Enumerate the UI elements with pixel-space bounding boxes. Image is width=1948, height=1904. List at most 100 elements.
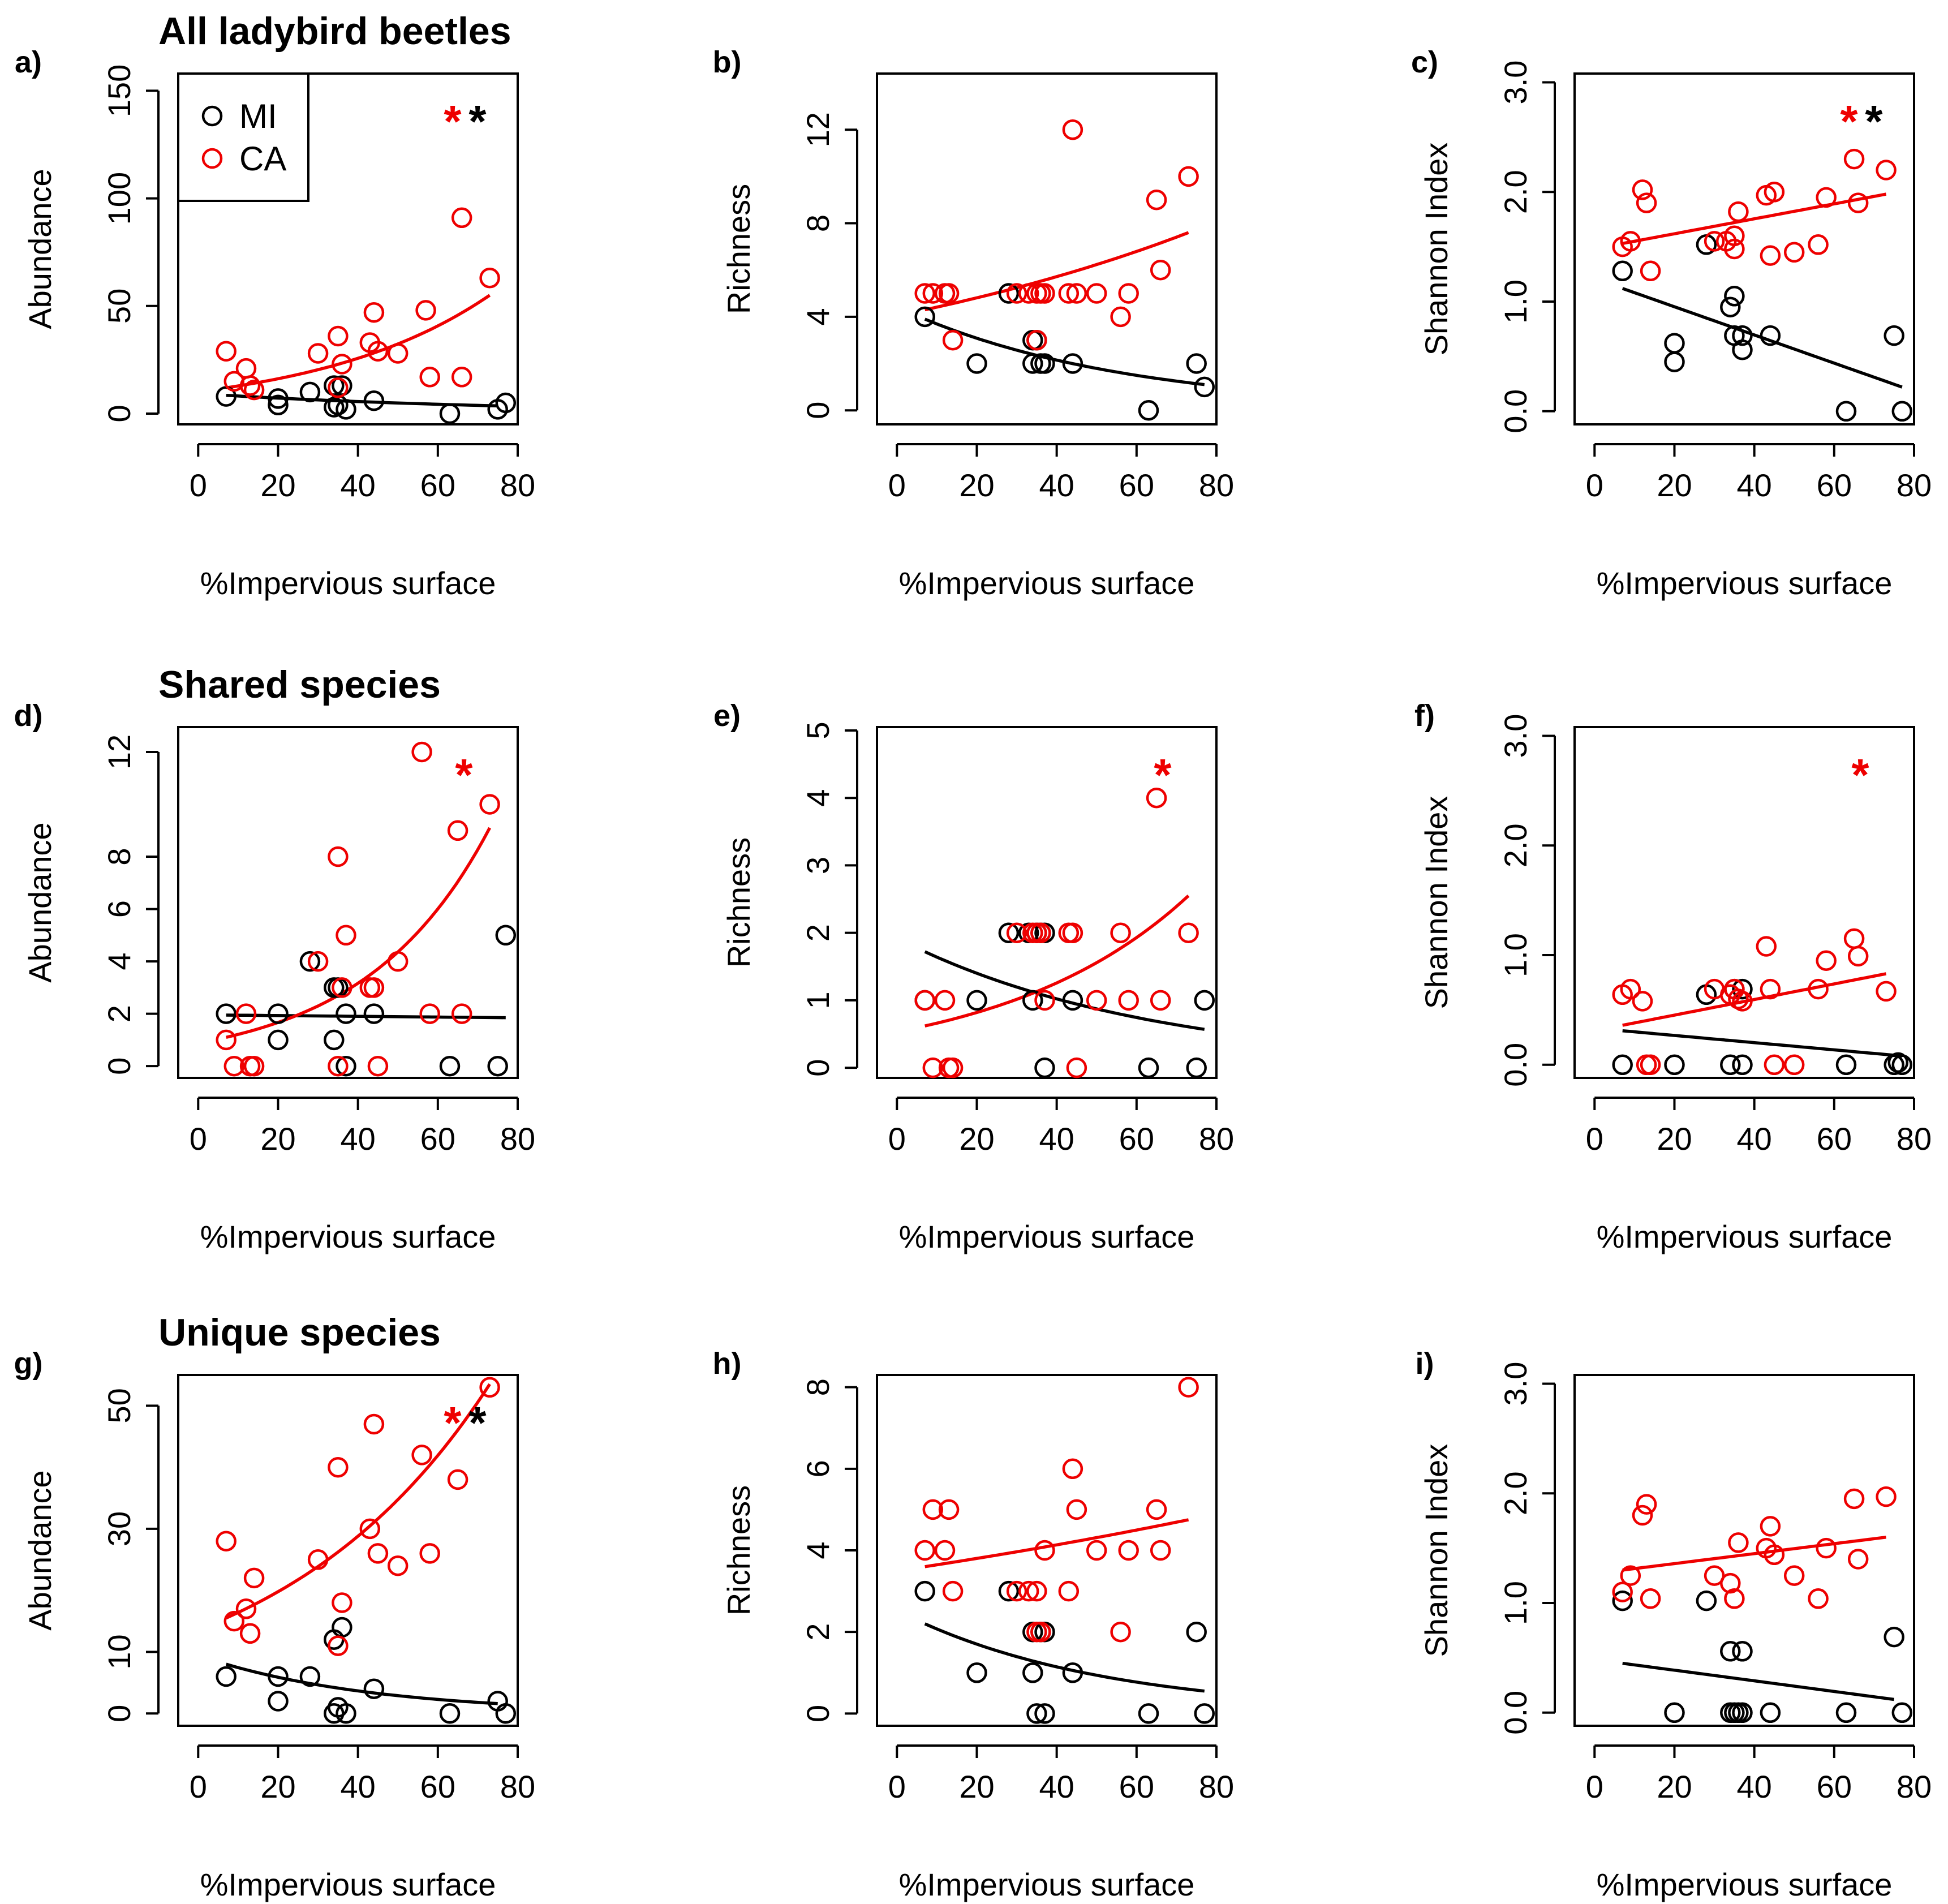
y-tick-label: 5 bbox=[800, 721, 836, 739]
data-point bbox=[1876, 1486, 1897, 1507]
data-point bbox=[451, 1003, 472, 1024]
y-axis: 0 4 8 12 bbox=[800, 112, 858, 419]
data-point bbox=[1066, 1057, 1087, 1078]
y-tick-label: 0 bbox=[101, 405, 137, 422]
fit-line-ca bbox=[226, 827, 492, 1039]
data-point bbox=[914, 990, 935, 1011]
x-tick-label: 40 bbox=[1736, 467, 1771, 503]
y-tick-label: 12 bbox=[101, 734, 137, 770]
data-point bbox=[1138, 1057, 1159, 1078]
series-mi bbox=[1612, 234, 1913, 422]
x-axis-title: %Impervious surface bbox=[200, 1867, 496, 1902]
data-point bbox=[1620, 231, 1641, 252]
plot-frame bbox=[876, 72, 1218, 426]
data-point bbox=[966, 1662, 987, 1683]
data-point bbox=[1664, 333, 1685, 354]
data-point bbox=[268, 1029, 289, 1051]
x-tick-label: 0 bbox=[1586, 1769, 1603, 1804]
data-point bbox=[307, 951, 329, 972]
data-point bbox=[328, 1055, 349, 1077]
data-point bbox=[1150, 1540, 1171, 1561]
data-point bbox=[1696, 1590, 1717, 1611]
series-ca bbox=[216, 1377, 500, 1656]
panel-label: e) bbox=[713, 699, 741, 733]
data-point bbox=[324, 1029, 345, 1051]
y-tick-label: 0 bbox=[800, 1705, 836, 1722]
x-tick-label: 20 bbox=[959, 1121, 994, 1157]
panel-a: 0 20 40 60 80 %Impervious surface 0 50 100 150 Abu… bbox=[15, 10, 535, 601]
data-point bbox=[1062, 119, 1083, 140]
data-point bbox=[495, 392, 517, 414]
y-tick-label: 3.0 bbox=[1498, 1362, 1533, 1406]
x-tick-label: 40 bbox=[1039, 1769, 1074, 1804]
y-axis: 0 2 4 6 8 bbox=[800, 1378, 858, 1722]
x-tick-label: 0 bbox=[190, 1769, 207, 1804]
data-point bbox=[1118, 283, 1139, 304]
data-point bbox=[1186, 353, 1207, 374]
legend-box bbox=[177, 72, 309, 202]
significance-star-ca: * bbox=[1154, 750, 1172, 800]
y-tick-label: 50 bbox=[101, 1388, 137, 1423]
data-point bbox=[1138, 1703, 1159, 1724]
data-point bbox=[1847, 945, 1869, 967]
x-axis: 0 20 40 60 80 bbox=[190, 443, 535, 503]
data-point bbox=[363, 390, 385, 411]
data-point bbox=[1058, 283, 1080, 304]
x-axis-title: %Impervious surface bbox=[899, 1219, 1195, 1254]
data-point bbox=[1760, 978, 1781, 1000]
x-axis: 0 20 40 60 80 bbox=[888, 443, 1234, 503]
data-point bbox=[914, 1540, 935, 1561]
data-point bbox=[1884, 325, 1904, 346]
y-tick-label: 100 bbox=[101, 172, 137, 225]
data-point bbox=[1022, 353, 1043, 374]
data-point bbox=[216, 1666, 236, 1687]
x-tick-label: 0 bbox=[888, 1769, 906, 1804]
legend-marker-mi bbox=[201, 105, 223, 127]
data-point bbox=[243, 1055, 265, 1077]
significance-star-ca: * bbox=[444, 1398, 462, 1448]
data-point bbox=[1884, 1626, 1904, 1648]
x-tick-label: 40 bbox=[1736, 1769, 1771, 1804]
data-point bbox=[367, 1543, 389, 1564]
y-tick-label: 4 bbox=[800, 789, 836, 807]
data-point bbox=[1062, 1458, 1083, 1480]
data-point bbox=[1664, 1702, 1685, 1724]
data-point bbox=[1760, 1702, 1781, 1724]
panel-title: Unique species bbox=[158, 1311, 441, 1354]
panel-label: b) bbox=[713, 45, 742, 79]
data-point bbox=[1632, 991, 1653, 1012]
data-point bbox=[1632, 1505, 1653, 1526]
data-point bbox=[1760, 1516, 1781, 1537]
data-point bbox=[1808, 234, 1829, 255]
data-point bbox=[1816, 1537, 1837, 1559]
series-mi bbox=[1612, 1590, 1913, 1724]
x-axis-title: %Impervious surface bbox=[1597, 1219, 1893, 1254]
fit-line-mi bbox=[924, 1622, 1205, 1693]
data-point bbox=[328, 846, 349, 867]
data-point bbox=[942, 1057, 964, 1078]
data-point bbox=[1728, 201, 1749, 222]
data-point bbox=[1732, 978, 1753, 1000]
data-point bbox=[479, 1377, 500, 1398]
data-point bbox=[223, 1055, 245, 1077]
data-point bbox=[1086, 283, 1107, 304]
data-point bbox=[1066, 1499, 1087, 1520]
series-ca bbox=[216, 741, 500, 1077]
data-point bbox=[1843, 148, 1865, 170]
x-axis: 0 20 40 60 80 bbox=[1586, 1097, 1932, 1157]
data-point bbox=[1026, 1580, 1047, 1602]
panel-label: i) bbox=[1416, 1347, 1434, 1381]
data-point bbox=[942, 329, 964, 351]
y-tick-label: 4 bbox=[101, 953, 137, 970]
legend-label-mi: MI bbox=[239, 97, 277, 135]
data-point bbox=[1034, 1703, 1055, 1724]
data-point bbox=[336, 1055, 356, 1077]
data-point bbox=[1006, 283, 1027, 304]
y-axis-title: Abundance bbox=[22, 822, 58, 982]
data-point bbox=[411, 1445, 432, 1465]
x-tick-label: 40 bbox=[1736, 1121, 1771, 1157]
plot-frame bbox=[1573, 726, 1915, 1079]
data-point bbox=[1847, 192, 1869, 213]
data-point bbox=[1034, 1057, 1055, 1078]
x-tick-label: 0 bbox=[1586, 467, 1603, 503]
